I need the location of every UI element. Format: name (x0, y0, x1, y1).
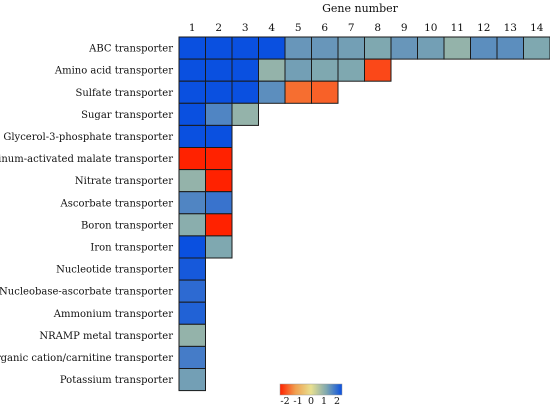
heatmap-cell (284, 36, 312, 60)
heatmap-cell (523, 36, 550, 60)
heatmap-cell (205, 191, 233, 215)
row-label: Boron transporter (81, 220, 173, 231)
heatmap-cell (311, 80, 339, 104)
heatmap-cell (205, 213, 233, 237)
heatmap-cell (178, 147, 206, 171)
heatmap-cell (390, 36, 418, 60)
legend-ticks: -2 -1 0 1 2 (280, 396, 340, 406)
row-label: Iron transporter (90, 242, 173, 253)
column-label: 11 (451, 22, 464, 34)
column-label: 8 (374, 22, 381, 34)
row-label: Aluminum-activated malate transporter (0, 154, 173, 165)
heatmap-cell (178, 80, 206, 104)
column-label: 3 (242, 22, 249, 34)
heatmap-cell (364, 36, 392, 60)
legend-tick-label: 1 (321, 396, 327, 406)
heatmap-cell (311, 58, 339, 82)
column-label: 10 (424, 22, 437, 34)
heatmap-cell (364, 58, 392, 82)
heatmap-cell (178, 213, 206, 237)
heatmap-cell (205, 102, 233, 126)
heatmap-cell (178, 124, 206, 149)
heatmap-cell (205, 80, 233, 104)
row-label: Sugar transporter (81, 110, 173, 121)
heatmap-cell (178, 279, 206, 303)
heatmap-cell (178, 257, 206, 281)
row-label: Potassium transporter (60, 375, 173, 386)
column-label: 9 (401, 22, 408, 34)
column-label: 4 (268, 22, 275, 34)
heatmap-cell (178, 301, 206, 325)
column-label: 12 (477, 22, 490, 34)
heatmap-cell (284, 58, 312, 82)
column-label: 13 (504, 22, 517, 34)
chart-title: Gene number (322, 2, 399, 15)
column-label: 2 (215, 22, 222, 34)
heatmap-cell (337, 58, 365, 82)
heatmap-cell (470, 36, 498, 60)
row-label: Ammonium transporter (53, 309, 173, 320)
column-label: 6 (321, 22, 328, 34)
heatmap-cell (178, 58, 206, 82)
column-label: 14 (530, 22, 544, 34)
heatmap-cell (178, 368, 206, 392)
column-label: 1 (189, 22, 196, 34)
row-label: Organic cation/carnitine transporter (0, 353, 173, 364)
heatmap-cell (231, 102, 259, 126)
legend-tick-label: 2 (334, 396, 340, 406)
row-label: Ascorbate transporter (60, 198, 174, 209)
row-label: Nucleotide transporter (56, 265, 173, 276)
heatmap-cells (178, 36, 550, 392)
row-labels: ABC transporter Amino acid transporter Sul… (0, 44, 174, 386)
heatmap-cell (231, 80, 259, 104)
column-labels: 1 2 3 4 5 6 7 8 9 10 11 12 13 14 (189, 22, 544, 34)
heatmap-cell (205, 147, 233, 171)
heatmap-cell (205, 124, 233, 149)
row-label: Nucleobase-ascorbate transporter (0, 287, 173, 298)
row-label: Sulfate transporter (75, 88, 173, 99)
legend-tick-label: -1 (293, 396, 302, 406)
heatmap-cell (205, 36, 233, 60)
heatmap-cell (205, 58, 233, 82)
heatmap-cell (284, 80, 312, 104)
heatmap-cell (258, 80, 286, 104)
heatmap-cell (178, 345, 206, 369)
heatmap-cell (178, 102, 206, 126)
legend-tick-label: 0 (308, 396, 314, 406)
heatmap-cell (178, 36, 206, 60)
heatmap-cell (496, 36, 524, 60)
heatmap-cell (417, 36, 445, 60)
row-label: NRAMP metal transporter (39, 331, 173, 342)
heatmap-cell (205, 235, 233, 259)
row-label: Nitrate transporter (75, 176, 173, 187)
legend-tick-label: -2 (280, 396, 289, 406)
column-label: 5 (295, 22, 302, 34)
heatmap-cell (311, 36, 339, 60)
row-label: ABC transporter (88, 44, 173, 55)
column-label: 7 (348, 22, 355, 34)
heatmap-cell (205, 169, 233, 193)
heatmap-cell (258, 36, 286, 60)
heatmap-cell (178, 323, 206, 347)
heatmap-cell (258, 58, 286, 82)
heatmap-cell (178, 191, 206, 215)
heatmap-cell (337, 36, 365, 60)
heatmap-cell (231, 58, 259, 82)
heatmap-cell (178, 235, 206, 259)
heatmap-cell (178, 169, 206, 193)
row-label: Glycerol-3-phosphate transporter (3, 132, 173, 143)
color-legend: -2 -1 0 1 2 (279, 383, 343, 406)
heatmap-cell (443, 36, 471, 60)
legend-bar (279, 383, 343, 396)
row-label: Amino acid transporter (54, 66, 173, 77)
heatmap-cell (231, 36, 259, 60)
